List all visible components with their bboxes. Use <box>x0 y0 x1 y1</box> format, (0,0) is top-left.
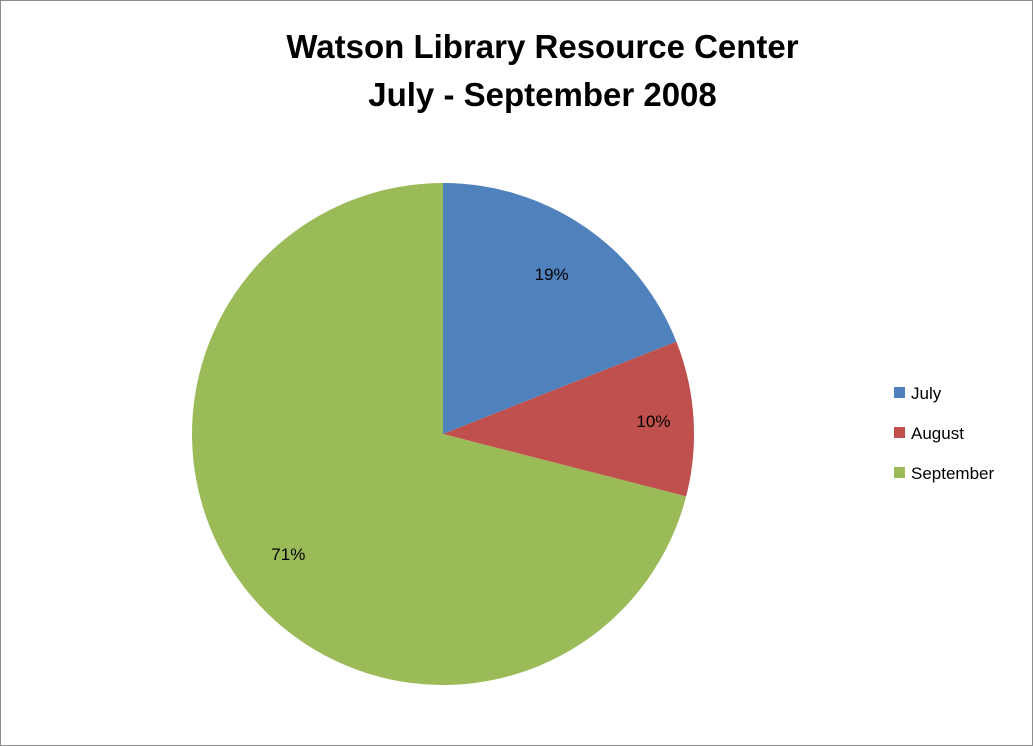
data-label-july: 19% <box>535 265 569 284</box>
legend-label-august: August <box>911 424 964 443</box>
legend-label-september: September <box>911 464 994 483</box>
legend-swatch-august <box>894 427 905 438</box>
legend-label-july: July <box>911 384 942 403</box>
data-label-september: 71% <box>271 545 305 564</box>
pie-slice-september <box>192 183 687 685</box>
legend-swatch-july <box>894 387 905 398</box>
legend-swatch-september <box>894 467 905 478</box>
chart-title-block: Watson Library Resource Center July - Se… <box>1 23 1033 119</box>
pie-slice-august <box>443 341 694 497</box>
chart-subtitle: July - September 2008 <box>368 76 717 113</box>
chart-title: Watson Library Resource Center <box>286 28 799 65</box>
pie-slice-july <box>443 183 677 434</box>
data-label-august: 10% <box>636 412 670 431</box>
